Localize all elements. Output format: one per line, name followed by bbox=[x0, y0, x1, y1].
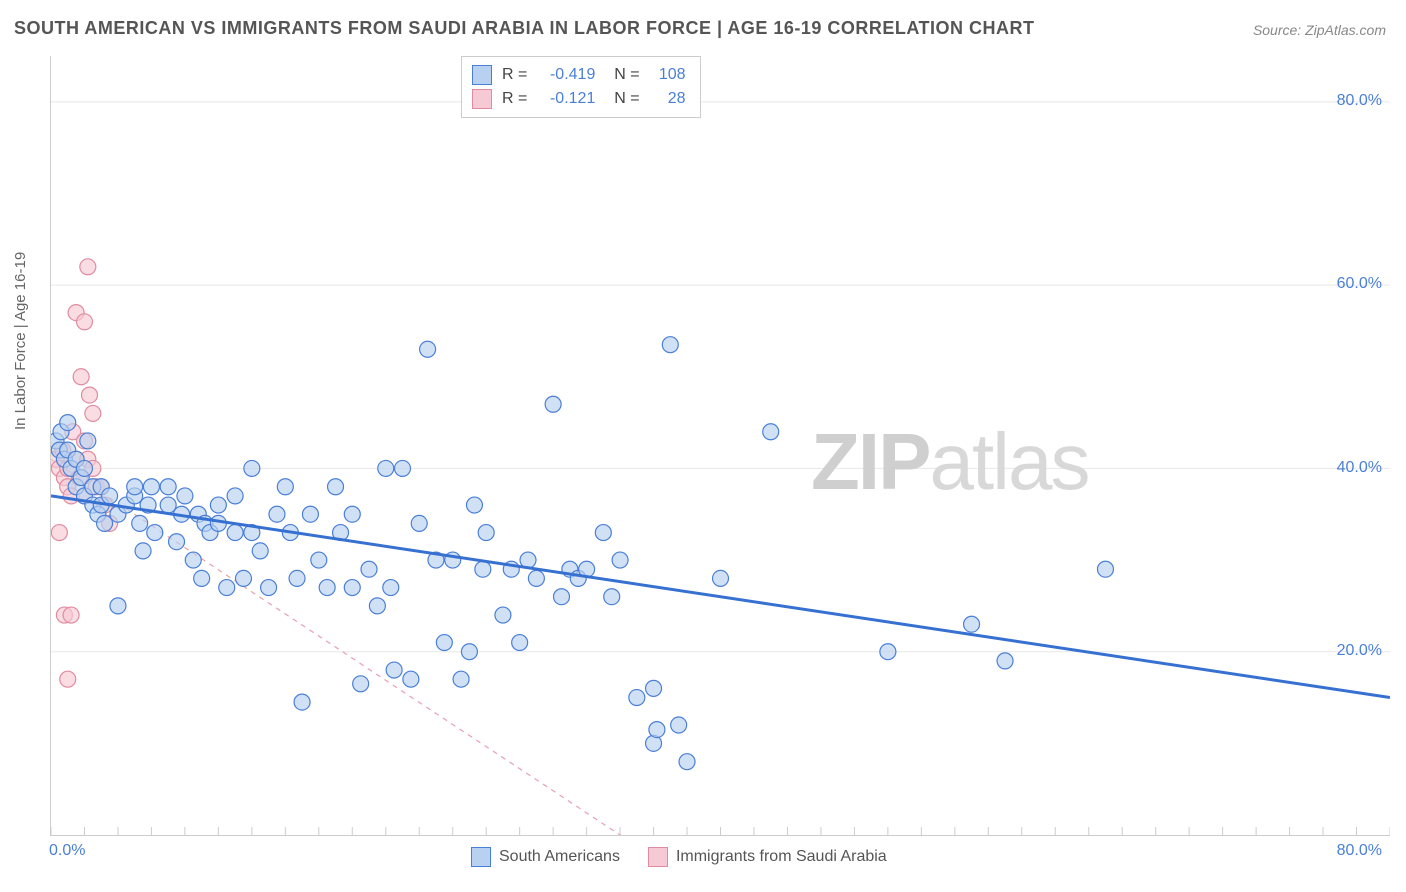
legend-item-blue: South Americans bbox=[471, 847, 620, 867]
y-axis-label: In Labor Force | Age 16-19 bbox=[12, 252, 29, 430]
y-tick-label: 80.0% bbox=[1337, 92, 1382, 110]
correlation-legend: R = -0.419 N = 108 R = -0.121 N = 28 bbox=[461, 56, 701, 118]
n-label: N = bbox=[605, 66, 639, 84]
legend-label-pink: Immigrants from Saudi Arabia bbox=[676, 848, 887, 866]
legend-label-blue: South Americans bbox=[499, 848, 620, 866]
bottom-legend: South Americans Immigrants from Saudi Ar… bbox=[471, 847, 887, 867]
y-tick-label: 20.0% bbox=[1337, 642, 1382, 660]
swatch-blue-icon bbox=[472, 65, 492, 85]
swatch-blue-icon bbox=[471, 847, 491, 867]
r-value-pink: -0.121 bbox=[537, 90, 595, 108]
scatter-plot bbox=[51, 56, 1390, 835]
n-value-pink: 28 bbox=[650, 90, 686, 108]
correlation-row-blue: R = -0.419 N = 108 bbox=[472, 63, 686, 87]
x-tick-label: 80.0% bbox=[1337, 842, 1382, 860]
chart-area: R = -0.419 N = 108 R = -0.121 N = 28 ZIP… bbox=[50, 56, 1390, 836]
chart-title: SOUTH AMERICAN VS IMMIGRANTS FROM SAUDI … bbox=[14, 18, 1035, 39]
n-label: N = bbox=[605, 90, 639, 108]
n-value-blue: 108 bbox=[650, 66, 686, 84]
x-tick-label: 0.0% bbox=[49, 842, 85, 860]
r-value-blue: -0.419 bbox=[537, 66, 595, 84]
r-label: R = bbox=[502, 90, 527, 108]
y-tick-label: 60.0% bbox=[1337, 275, 1382, 293]
y-tick-label: 40.0% bbox=[1337, 459, 1382, 477]
legend-item-pink: Immigrants from Saudi Arabia bbox=[648, 847, 887, 867]
swatch-pink-icon bbox=[472, 89, 492, 109]
swatch-pink-icon bbox=[648, 847, 668, 867]
source-label: Source: ZipAtlas.com bbox=[1253, 22, 1386, 38]
r-label: R = bbox=[502, 66, 527, 84]
correlation-row-pink: R = -0.121 N = 28 bbox=[472, 87, 686, 111]
